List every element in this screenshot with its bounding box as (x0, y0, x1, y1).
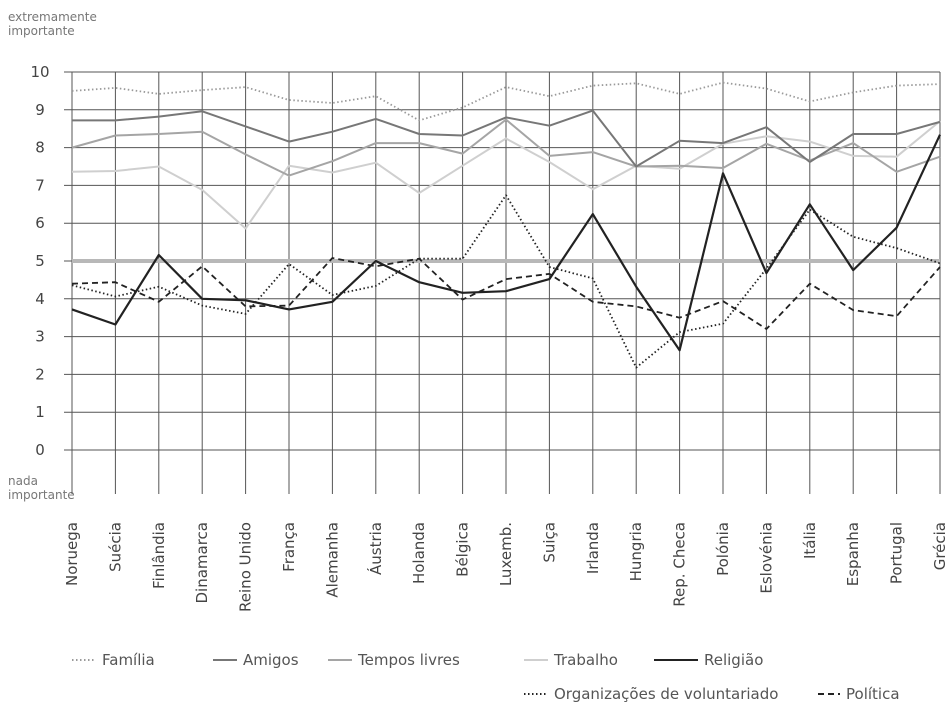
y-tick-label-9: 9 (35, 101, 45, 119)
series-line (72, 109, 941, 168)
x-tick-label: Irlanda (584, 522, 602, 574)
y-axis-bottom-label: nada importante (8, 474, 75, 502)
x-tick-label: Suécia (106, 522, 124, 572)
y-tick-label-3: 3 (35, 328, 45, 346)
series-line (71, 194, 941, 369)
x-tick-label: Dinamarca (193, 522, 211, 604)
y-tick-label-5: 5 (35, 252, 45, 270)
series-line (71, 134, 941, 352)
x-tick-label: Hungria (627, 522, 645, 581)
x-tick-label: Grécia (931, 522, 946, 570)
x-tick-label: Áustria (366, 522, 385, 575)
series-line (71, 118, 941, 177)
x-tick-label: Bélgica (454, 522, 472, 577)
y-tick-label-1: 1 (35, 403, 45, 421)
x-tick-label: França (280, 522, 298, 572)
x-tick-label: Itália (801, 522, 819, 559)
y-tick-label-6: 6 (35, 214, 45, 232)
x-tick-label: Holanda (410, 522, 428, 584)
x-tick-label: Polónia (714, 522, 732, 576)
y-axis-top-label-line1: extremamente (8, 10, 97, 24)
x-tick-label: Eslovénia (757, 522, 775, 594)
series-line (71, 120, 941, 230)
x-tick-label: Portugal (888, 522, 906, 584)
x-tick-label: Espanha (844, 522, 862, 586)
x-tick-label: Alemanha (323, 522, 341, 598)
x-tick-label: Suiça (540, 522, 558, 563)
series-line (71, 81, 941, 122)
series-line (71, 257, 941, 330)
x-tick-label: Noruega (63, 522, 81, 586)
y-axis-bottom-label-line2: importante (8, 488, 75, 502)
x-tick-label: Reino Unido (237, 522, 255, 612)
y-axis-top-label: extremamente importante (8, 10, 97, 38)
y-tick-label-4: 4 (35, 290, 45, 308)
y-tick-label-8: 8 (35, 139, 45, 157)
x-tick-label: Rep. Checa (671, 522, 689, 607)
y-axis-bottom-label-line1: nada (8, 474, 38, 488)
y-axis-top-label-line2: importante (8, 24, 75, 38)
y-tick-label-2: 2 (35, 365, 45, 383)
y-tick-label-10: 10 (30, 63, 49, 81)
x-tick-label: Finlândia (150, 522, 168, 589)
y-tick-label-0: 0 (35, 441, 45, 459)
y-tick-label-7: 7 (35, 176, 45, 194)
x-tick-label: Luxemb. (497, 522, 515, 586)
